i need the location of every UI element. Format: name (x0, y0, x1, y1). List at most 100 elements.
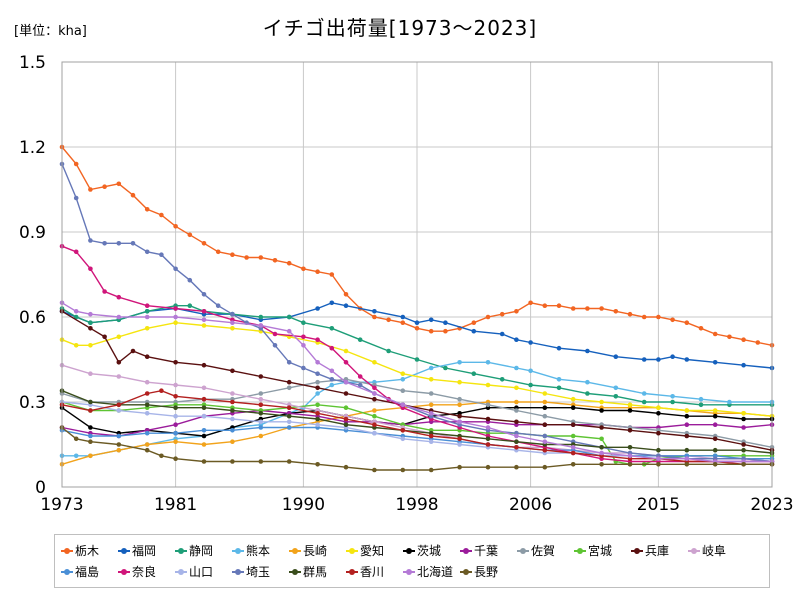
legend-marker-icon (346, 567, 358, 577)
data-point (485, 416, 491, 422)
data-point (400, 320, 406, 326)
data-point (258, 255, 264, 260)
data-point (670, 317, 675, 323)
legend-item: 兵庫 (631, 540, 688, 561)
data-point (173, 422, 178, 428)
series-line (61, 245, 772, 463)
data-point (88, 320, 93, 326)
data-point (301, 365, 306, 371)
data-point (201, 396, 207, 402)
data-point (258, 374, 264, 379)
series-line (61, 426, 772, 471)
data-point (428, 391, 434, 396)
data-point (400, 371, 406, 377)
data-point (641, 357, 647, 362)
data-point (485, 425, 491, 430)
data-point (88, 453, 93, 459)
legend-marker-icon (403, 567, 415, 577)
legend-item: 愛知 (346, 540, 403, 561)
data-point (514, 419, 519, 425)
data-point (627, 453, 633, 459)
data-point (159, 388, 164, 394)
data-point (315, 402, 320, 408)
legend-label: 宮城 (588, 544, 613, 558)
data-point (201, 459, 207, 464)
data-point (741, 416, 746, 422)
series-line (61, 305, 772, 406)
data-point (514, 337, 519, 343)
data-point (599, 425, 604, 430)
data-point (443, 320, 448, 326)
data-point (741, 447, 746, 453)
legend-label: 奈良 (132, 565, 157, 579)
data-point (343, 348, 349, 354)
data-point (187, 232, 193, 238)
data-point (102, 184, 107, 189)
data-point (230, 399, 235, 405)
data-point (727, 334, 732, 340)
legend-label: 山口 (189, 565, 214, 579)
data-point (315, 337, 320, 343)
data-point (144, 303, 150, 309)
legend-item: 栃木 (61, 540, 118, 561)
data-point (712, 462, 718, 467)
data-point (499, 377, 505, 382)
series-19 (59, 300, 775, 464)
data-point (230, 311, 235, 317)
data-point (428, 411, 434, 416)
data-point (88, 408, 93, 413)
data-point (528, 300, 533, 306)
data-point (258, 433, 264, 439)
data-point (457, 413, 462, 419)
data-point (428, 365, 434, 371)
data-point (88, 399, 93, 405)
data-point (201, 362, 207, 368)
data-point (627, 462, 633, 467)
data-point (329, 377, 335, 382)
data-point (514, 439, 519, 445)
data-point (457, 402, 462, 408)
data-point (542, 405, 548, 411)
legend-marker-icon (289, 546, 301, 556)
data-point (144, 249, 150, 255)
data-point (542, 433, 548, 439)
data-point (741, 362, 746, 368)
series-1 (59, 144, 775, 348)
data-point (329, 326, 335, 331)
data-point (201, 309, 207, 314)
data-point (585, 348, 590, 354)
data-point (400, 436, 406, 442)
data-point (400, 428, 406, 433)
data-point (528, 340, 533, 345)
legend-marker-icon (517, 546, 529, 556)
data-point (173, 382, 178, 388)
data-point (372, 430, 377, 436)
data-point (741, 411, 746, 416)
data-point (130, 348, 136, 354)
data-point (173, 405, 178, 411)
data-point (585, 306, 590, 311)
x-tick-label: 1990 (282, 495, 325, 515)
data-point (315, 411, 320, 416)
data-point (173, 360, 178, 365)
data-point (755, 340, 761, 345)
data-point (485, 464, 491, 470)
data-point (116, 374, 122, 379)
data-point (329, 300, 335, 306)
legend-marker-icon (631, 546, 643, 556)
legend-marker-icon (688, 546, 700, 556)
legend-label: 愛知 (360, 544, 385, 558)
data-point (485, 314, 491, 320)
data-point (428, 317, 434, 323)
data-point (372, 385, 377, 391)
data-point (73, 314, 79, 320)
data-point (343, 379, 349, 385)
data-point (315, 360, 320, 365)
data-point (357, 337, 363, 343)
data-point (230, 416, 235, 422)
data-point (258, 323, 264, 328)
data-point (570, 450, 576, 456)
data-point (116, 408, 122, 413)
data-point (343, 422, 349, 428)
data-point (414, 326, 420, 331)
